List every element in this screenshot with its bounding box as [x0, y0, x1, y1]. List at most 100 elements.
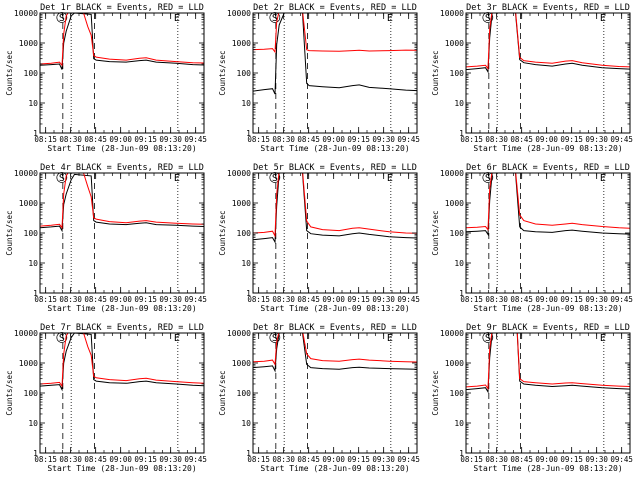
x-tick-label: 08:15: [460, 295, 483, 304]
y-tick-label: 1: [459, 289, 464, 298]
x-tick-label: 09:45: [610, 295, 633, 304]
x-tick-label: 08:15: [460, 135, 483, 144]
y-tick-label: 10: [454, 419, 464, 428]
marker-label-e: E: [600, 173, 606, 184]
marker-label-s: S: [272, 13, 278, 24]
x-tick-label: 09:45: [397, 455, 420, 464]
marker-label-e: E: [600, 333, 606, 344]
x-tick-label: 09:30: [372, 295, 395, 304]
y-tick-label: 10000: [227, 329, 251, 338]
x-tick-label: 08:15: [34, 455, 57, 464]
series-events: [466, 333, 630, 394]
y-tick-label: 1000: [445, 39, 464, 48]
x-tick-label: 08:15: [247, 295, 270, 304]
y-tick-label: 100: [24, 229, 39, 238]
marker-label-e: E: [174, 333, 180, 344]
series-events: [40, 333, 204, 392]
x-tick-label: 09:30: [372, 135, 395, 144]
y-axis-label: Counts/sec: [431, 210, 440, 255]
y-tick-label: 10: [241, 259, 251, 268]
x-tick-label: 09:30: [585, 295, 608, 304]
chart-title: Det 3r BLACK = Events, RED = LLD: [466, 3, 630, 13]
x-tick-label: 08:45: [297, 455, 320, 464]
x-tick-label: 09:00: [109, 135, 132, 144]
y-tick-label: 1000: [232, 39, 251, 48]
x-tick-label: 08:30: [59, 295, 82, 304]
y-tick-label: 10000: [227, 169, 251, 178]
x-axis-label: Start Time (28-Jun-09 08:13:20): [473, 304, 622, 313]
plot-frame: [252, 332, 418, 454]
x-tick-label: 08:45: [510, 135, 533, 144]
x-tick-label: 08:15: [247, 455, 270, 464]
x-tick-label: 08:30: [485, 455, 508, 464]
y-tick-label: 10000: [227, 9, 251, 18]
x-tick-label: 09:45: [184, 295, 207, 304]
series-lld: [253, 13, 417, 54]
marker-label-s: S: [485, 173, 491, 184]
x-tick-label: 08:45: [510, 295, 533, 304]
x-tick-label: 09:15: [134, 135, 157, 144]
y-tick-label: 1000: [232, 359, 251, 368]
x-axis-label: Start Time (28-Jun-09 08:13:20): [473, 144, 622, 153]
chart-title: Det 6r BLACK = Events, RED = LLD: [466, 163, 630, 173]
series-events: [40, 13, 204, 70]
y-tick-label: 10000: [440, 169, 464, 178]
series-lld: [253, 333, 417, 367]
marker-label-e: E: [174, 13, 180, 24]
x-tick-label: 09:15: [134, 295, 157, 304]
x-tick-label: 09:00: [322, 295, 345, 304]
x-axis-label: Start Time (28-Jun-09 08:13:20): [47, 144, 196, 153]
y-tick-label: 10000: [14, 169, 38, 178]
x-tick-label: 09:45: [610, 135, 633, 144]
series-lld: [40, 333, 204, 388]
y-tick-label: 1000: [232, 199, 251, 208]
marker-label-s: S: [59, 333, 65, 344]
y-tick-label: 100: [450, 389, 465, 398]
x-tick-label: 08:15: [34, 295, 57, 304]
y-tick-label: 1: [459, 449, 464, 458]
marker-label-s: S: [485, 13, 491, 24]
x-tick-label: 09:15: [347, 295, 370, 304]
marker-label-s: S: [59, 13, 65, 24]
chart-title: Det 9r BLACK = Events, RED = LLD: [466, 323, 630, 333]
y-tick-label: 10: [454, 259, 464, 268]
x-tick-label: 09:30: [159, 295, 182, 304]
y-tick-label: 1: [246, 129, 251, 138]
series-lld: [40, 13, 204, 67]
chart-title: Det 1r BLACK = Events, RED = LLD: [40, 3, 204, 13]
x-tick-label: 08:45: [84, 135, 107, 144]
y-tick-label: 10000: [440, 329, 464, 338]
marker-label-e: E: [387, 333, 393, 344]
chart-title: Det 4r BLACK = Events, RED = LLD: [40, 163, 204, 173]
y-tick-label: 1: [33, 129, 38, 138]
x-axis-label: Start Time (28-Jun-09 08:13:20): [47, 304, 196, 313]
y-tick-label: 10: [454, 99, 464, 108]
x-tick-label: 08:30: [485, 295, 508, 304]
x-tick-label: 09:30: [159, 135, 182, 144]
x-tick-label: 09:00: [535, 455, 558, 464]
x-tick-label: 08:45: [297, 135, 320, 144]
x-tick-label: 09:15: [134, 455, 157, 464]
x-tick-label: 09:00: [322, 135, 345, 144]
y-tick-label: 100: [237, 69, 252, 78]
x-tick-label: 08:45: [84, 455, 107, 464]
y-axis-label: Counts/sec: [5, 210, 14, 255]
x-tick-label: 09:00: [322, 455, 345, 464]
y-tick-label: 1: [246, 289, 251, 298]
chart-title: Det 8r BLACK = Events, RED = LLD: [253, 323, 417, 333]
y-tick-label: 100: [237, 229, 252, 238]
y-tick-label: 100: [237, 389, 252, 398]
marker-label-e: E: [387, 13, 393, 24]
x-tick-label: 08:15: [247, 135, 270, 144]
y-axis-label: Counts/sec: [5, 50, 14, 95]
x-tick-label: 08:30: [272, 455, 295, 464]
x-tick-label: 09:00: [535, 135, 558, 144]
y-axis-label: Counts/sec: [5, 370, 14, 415]
x-tick-label: 08:30: [59, 455, 82, 464]
